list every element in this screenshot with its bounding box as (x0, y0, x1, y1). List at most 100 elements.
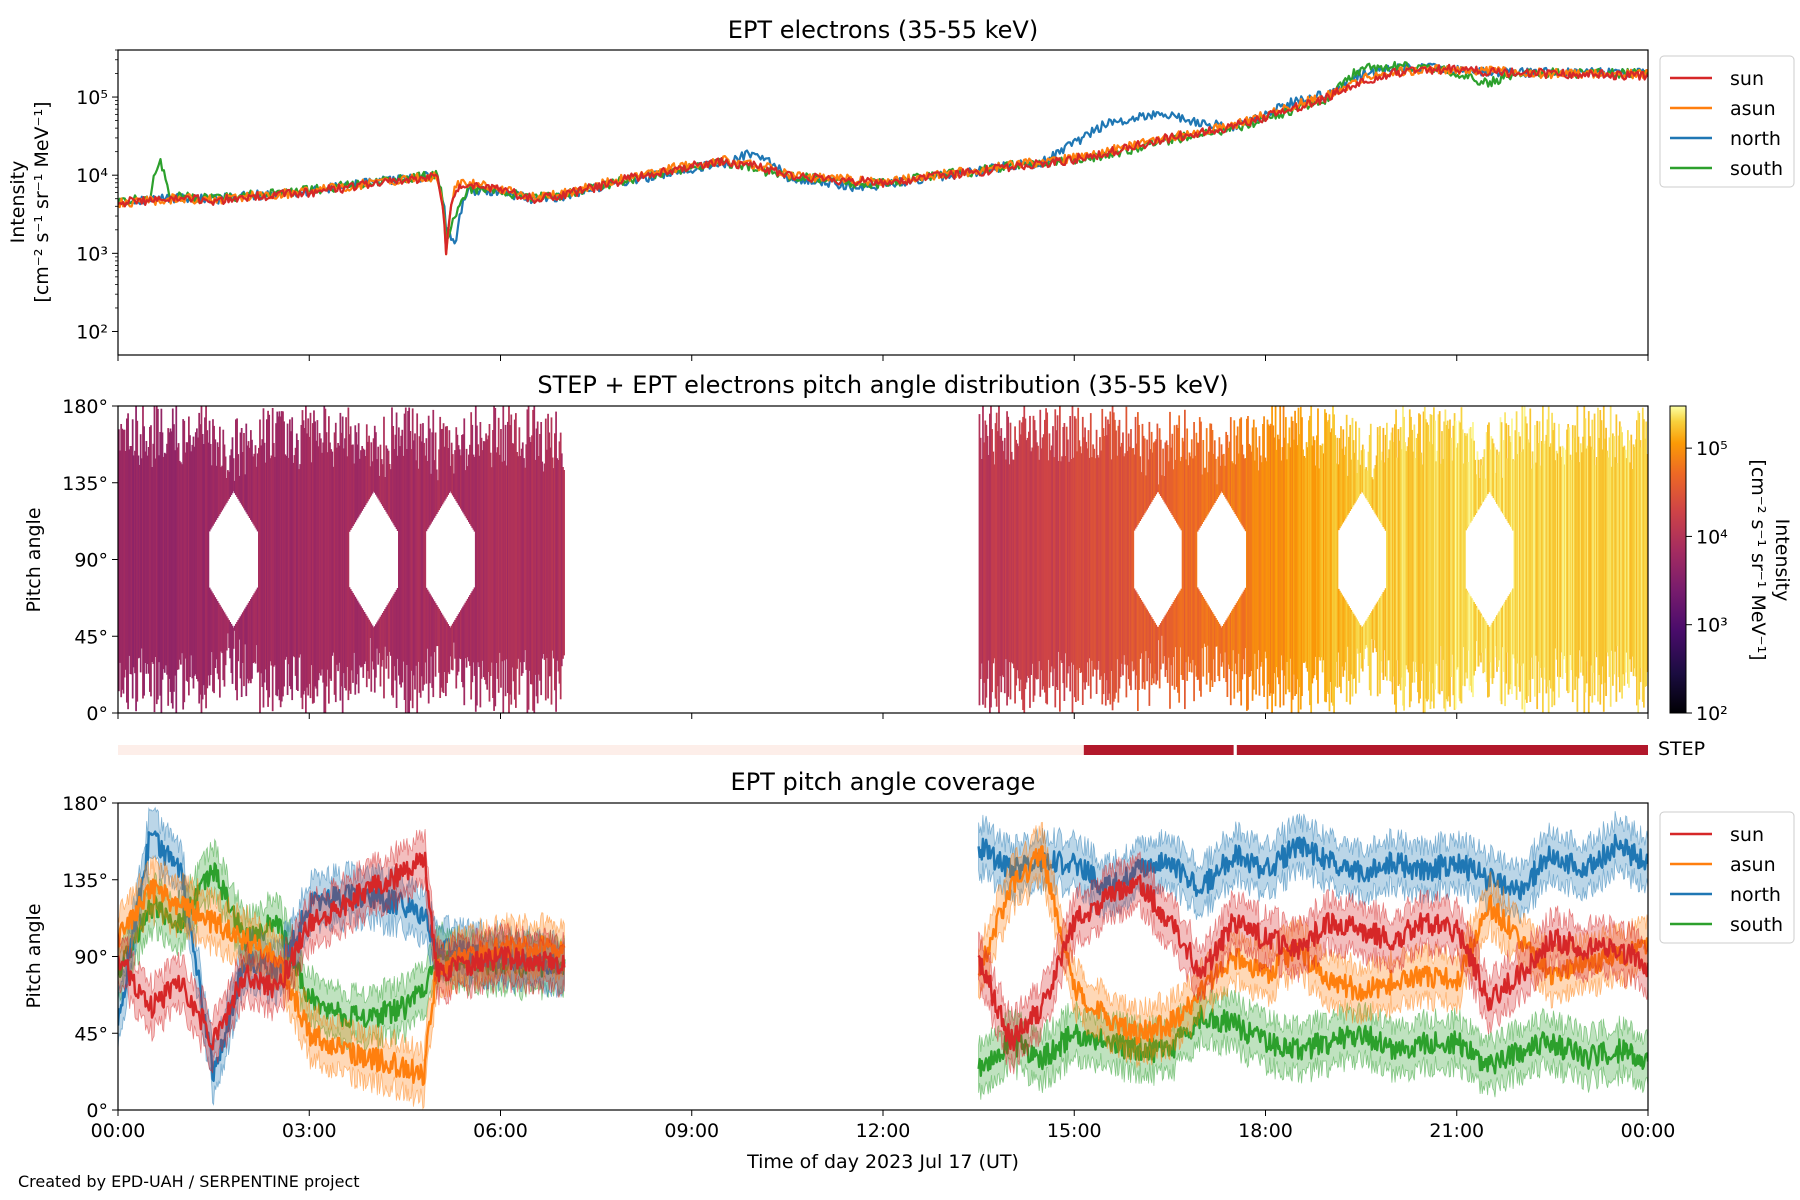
pad-cell (547, 413, 549, 699)
pad-cell (1451, 460, 1454, 655)
pad-cell (262, 408, 265, 708)
pad-cell (1153, 442, 1155, 498)
pad-cell (1142, 435, 1145, 516)
pad-cell (1470, 438, 1473, 521)
pad-cell (286, 423, 289, 695)
pad-cell (1489, 449, 1492, 493)
pad-cell (393, 449, 396, 526)
pad-cell (385, 607, 388, 669)
pad-cell (1483, 619, 1486, 672)
pad-cell (1474, 459, 1477, 516)
pad-cell (532, 409, 534, 711)
pad-cell (189, 435, 191, 677)
pad-cell (1575, 452, 1578, 677)
pad-cell (1364, 622, 1366, 649)
pad-cell (174, 450, 176, 676)
pad-cell (360, 606, 362, 668)
pad-cell (1282, 406, 1285, 706)
pad-cell (214, 597, 217, 668)
pad-cell (556, 458, 559, 661)
pad-cell (1404, 442, 1407, 687)
pad-cell (1137, 594, 1139, 711)
pad-cell (118, 429, 120, 692)
pad-y-ticks: 0° 45° 90° 135° 180° (62, 396, 118, 725)
pad-cell (223, 612, 226, 687)
pad-cell (1232, 608, 1234, 651)
pad-cell (1477, 609, 1480, 667)
pad-cell (1587, 411, 1590, 713)
pad-cell (1207, 472, 1209, 515)
pad-cell (1223, 453, 1225, 495)
pad-cell (510, 414, 513, 705)
pad-cell (1355, 617, 1357, 694)
pad-cell (432, 409, 435, 520)
pad-cell (1248, 443, 1251, 677)
pad-cell (1487, 625, 1489, 698)
pad-cell (1053, 457, 1055, 669)
pad-cell (1211, 612, 1214, 687)
pad-cell (1161, 621, 1163, 636)
pad-cell (1296, 445, 1299, 680)
pad-cell (1383, 462, 1386, 529)
pad-cell (270, 455, 273, 666)
pad-cell (1168, 609, 1170, 658)
pad-cell (1037, 445, 1039, 679)
pad-cell (349, 426, 352, 530)
pad-cell (192, 436, 195, 689)
pad-cell (388, 601, 391, 652)
pad-cell (149, 426, 151, 692)
pad-cell (1093, 448, 1096, 669)
pad-cell (1009, 422, 1012, 700)
pad-cell (1140, 599, 1143, 654)
pad-cell (276, 411, 279, 697)
pad-cell (324, 408, 327, 713)
pad-cell (1218, 623, 1221, 682)
pad-cell (1087, 430, 1090, 686)
pad-cell (1586, 445, 1589, 662)
pad-y-tick-label: 0° (86, 703, 108, 725)
pad-y-tick-label: 180° (62, 396, 108, 418)
pad-cell (1368, 435, 1371, 504)
pad-cell (301, 410, 304, 710)
pad-cell (1565, 449, 1567, 673)
pad-cell (1177, 428, 1179, 525)
pad-cell (1086, 448, 1089, 663)
pad-cell (1508, 594, 1511, 690)
pad-cell (311, 423, 314, 704)
pad-cell (450, 625, 453, 670)
pad-cell (1243, 589, 1246, 675)
pad-cell (1353, 615, 1356, 679)
pad-cell (1576, 406, 1579, 712)
pad-cell (455, 427, 458, 502)
coverage-y-tick-label: 45° (74, 1023, 108, 1045)
pad-cell (147, 447, 150, 674)
pad-cell (423, 442, 425, 685)
pad-cell (484, 441, 486, 680)
pad-cell (482, 441, 485, 678)
pad-cell (489, 452, 492, 676)
pad-cell (1221, 454, 1224, 493)
pad-cell (244, 608, 246, 645)
pad-cell (460, 610, 462, 660)
pad-cell (473, 456, 476, 532)
pad-cell (534, 459, 537, 675)
pad-cell (1359, 464, 1362, 494)
pad-cell (159, 432, 162, 696)
pad-cell (441, 428, 444, 505)
pad-cell (1348, 606, 1350, 681)
pad-cell (1417, 433, 1419, 693)
step-label: STEP (1658, 738, 1705, 760)
pad-cell (1605, 427, 1607, 696)
intensity-legend-label-asun: asun (1730, 98, 1776, 120)
pad-cell (1400, 449, 1403, 678)
pad-cell (554, 433, 556, 691)
pad-cell (1599, 410, 1602, 705)
pad-cell (1371, 477, 1373, 508)
pad-cell (1613, 436, 1615, 675)
pad-cell (990, 406, 992, 708)
pad-cell (205, 406, 207, 709)
pad-cell (1159, 623, 1162, 670)
pad-cell (548, 432, 551, 677)
pad-cell (383, 416, 385, 509)
pad-cell (408, 407, 411, 713)
